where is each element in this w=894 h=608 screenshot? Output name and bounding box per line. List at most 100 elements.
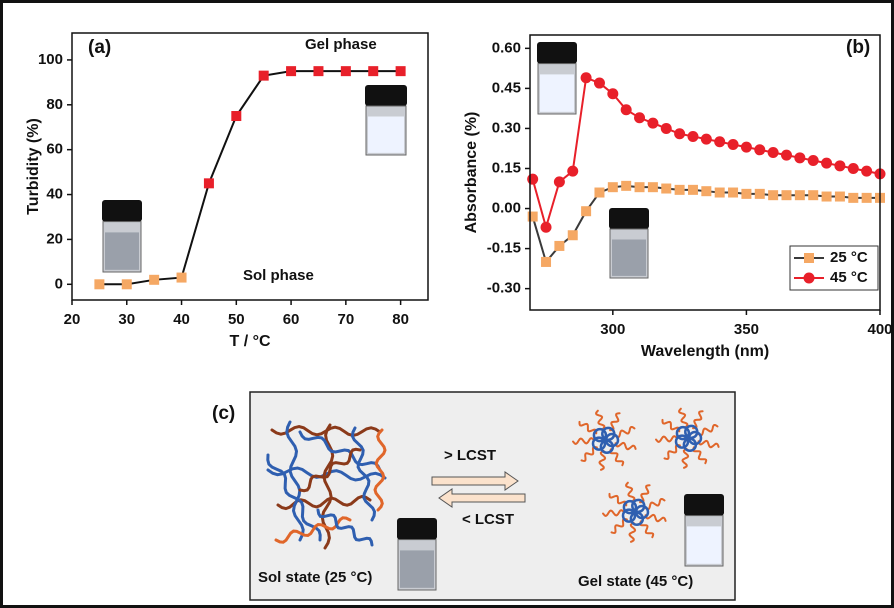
legend-label: 45 °C: [830, 269, 868, 286]
marker: [808, 190, 818, 200]
marker: [528, 212, 538, 222]
x-tick-label: 20: [64, 311, 81, 328]
vial-content: [540, 74, 574, 111]
x-axis-label: T / °C: [229, 333, 271, 350]
marker: [715, 188, 725, 198]
marker: [861, 166, 872, 177]
marker: [608, 182, 618, 192]
marker: [286, 66, 296, 76]
vial-content: [687, 526, 721, 563]
y-tick-label: 80: [46, 96, 63, 113]
marker: [741, 189, 751, 199]
marker: [754, 144, 765, 155]
y-tick-label: 0.15: [492, 159, 521, 176]
vial-content: [105, 232, 139, 269]
x-tick-label: 30: [118, 311, 135, 328]
y-tick-label: 100: [38, 51, 63, 68]
vial-cap: [537, 42, 577, 64]
x-tick-label: 60: [283, 311, 300, 328]
x-tick-label: 300: [600, 321, 625, 338]
marker: [661, 184, 671, 194]
y-axis-label: Turbidity (%): [25, 118, 42, 215]
marker: [648, 182, 658, 192]
marker: [554, 241, 564, 251]
y-tick-label: 60: [46, 141, 63, 158]
marker: [594, 78, 605, 89]
sol-state-label: Sol state (25 °C): [258, 569, 372, 586]
marker: [822, 192, 832, 202]
marker: [795, 190, 805, 200]
marker: [714, 136, 725, 147]
marker: [834, 160, 845, 171]
marker: [541, 257, 551, 267]
marker: [177, 273, 187, 283]
x-tick-label: 400: [867, 321, 892, 338]
forward-label: > LCST: [444, 447, 496, 464]
y-tick-label: 0.45: [492, 79, 521, 96]
y-tick-label: 20: [46, 230, 63, 247]
marker: [94, 279, 104, 289]
marker: [675, 185, 685, 195]
panel-label: (c): [212, 403, 235, 424]
marker: [259, 71, 269, 81]
x-tick-label: 70: [338, 311, 355, 328]
marker: [341, 66, 351, 76]
panel-label: (a): [88, 37, 111, 58]
marker: [149, 275, 159, 285]
panel-label: (b): [846, 37, 870, 58]
marker: [541, 222, 552, 233]
marker: [701, 186, 711, 196]
vial-content: [368, 117, 404, 153]
y-tick-label: 0.60: [492, 39, 521, 56]
marker: [862, 193, 872, 203]
marker: [554, 176, 565, 187]
marker: [674, 128, 685, 139]
x-axis-label: Wavelength (nm): [641, 343, 769, 360]
marker: [621, 181, 631, 191]
x-tick-label: 40: [173, 311, 190, 328]
y-tick-label: 0: [55, 275, 63, 292]
marker: [647, 118, 658, 129]
marker: [567, 166, 578, 177]
marker: [581, 72, 592, 83]
legend-label: 25 °C: [830, 249, 868, 266]
marker: [687, 131, 698, 142]
annotation: Gel phase: [305, 36, 377, 53]
marker: [835, 192, 845, 202]
marker: [808, 155, 819, 166]
marker: [313, 66, 323, 76]
marker: [527, 174, 538, 185]
vial-cap: [397, 518, 437, 540]
marker: [781, 150, 792, 161]
marker: [581, 206, 591, 216]
marker: [741, 142, 752, 153]
marker: [781, 190, 791, 200]
y-tick-label: 0.30: [492, 119, 521, 136]
vial-content: [400, 550, 434, 587]
gel-state-label: Gel state (45 °C): [578, 573, 693, 590]
figure: (c) > LCST < LCST Sol state (25 °C) Gel …: [0, 0, 894, 608]
marker: [621, 104, 632, 115]
marker: [688, 185, 698, 195]
marker: [821, 158, 832, 169]
backward-label: < LCST: [462, 511, 514, 528]
marker: [204, 178, 214, 188]
marker: [396, 66, 406, 76]
vial-content: [612, 240, 646, 276]
y-tick-label: -0.30: [487, 280, 521, 297]
marker: [728, 188, 738, 198]
annotation: Sol phase: [243, 267, 314, 284]
marker: [594, 188, 604, 198]
marker: [607, 88, 618, 99]
y-tick-label: 0.00: [492, 200, 521, 217]
marker: [768, 147, 779, 158]
marker: [701, 134, 712, 145]
marker: [634, 112, 645, 123]
legend-marker: [804, 273, 815, 284]
marker: [768, 190, 778, 200]
marker: [231, 111, 241, 121]
marker: [635, 182, 645, 192]
vial-cap: [609, 208, 649, 229]
x-tick-label: 80: [392, 311, 409, 328]
y-tick-label: -0.15: [487, 240, 521, 257]
